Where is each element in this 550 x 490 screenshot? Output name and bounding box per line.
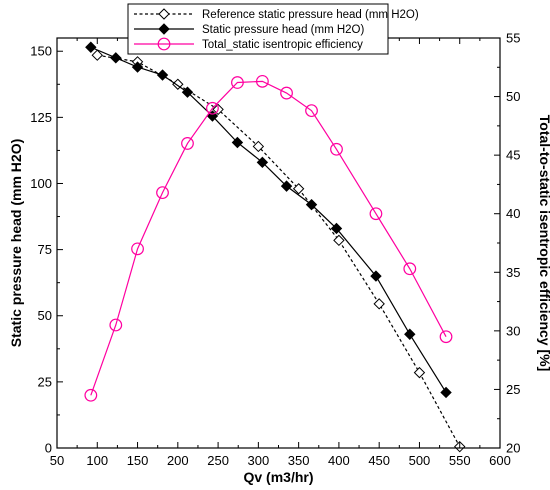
y-axis-title: Static pressure head (mm H2O)	[8, 139, 24, 348]
y-tick-label: 100	[30, 176, 52, 191]
y-tick-label: 0	[45, 441, 52, 456]
y2-axis-title: Total-to-static isentropic efficiency [%…	[537, 115, 550, 371]
series-3-point	[84, 388, 98, 402]
x-tick-label: 400	[328, 453, 350, 468]
series-3-point	[330, 142, 343, 156]
legend: Reference static pressure head (mm H2O) S…	[127, 3, 419, 55]
series-2-point	[256, 156, 269, 169]
series-3-point	[156, 186, 169, 200]
plot-background	[57, 38, 500, 448]
series-1-point	[333, 234, 345, 247]
series-1-point	[413, 366, 426, 379]
y2-tick-label: 25	[506, 382, 520, 397]
x-tick-label: 300	[248, 453, 270, 468]
series-3	[84, 74, 453, 402]
series-3-point	[369, 207, 383, 221]
series-2-point	[370, 270, 382, 282]
legend-box	[127, 3, 389, 55]
y-tick-label: 150	[30, 44, 52, 59]
series-2-point	[280, 180, 293, 192]
series-3-point	[181, 137, 194, 150]
series-1-point	[91, 49, 103, 61]
y2-tick-label: 35	[506, 265, 520, 280]
series-2-point	[110, 52, 122, 64]
legend-label-1: Reference static pressure head (mm H2O)	[202, 9, 419, 21]
series-1	[91, 49, 466, 453]
y2-tick-label: 40	[506, 206, 520, 221]
series-3-line	[90, 80, 447, 396]
series-3-point	[231, 76, 244, 89]
series-3-point	[255, 74, 269, 88]
y2-tick-label: 30	[506, 323, 520, 338]
y2-tick-label: 55	[506, 31, 520, 46]
y-tick-label: 75	[38, 242, 52, 257]
y2-tick-label: 20	[506, 441, 520, 456]
series-2-point	[181, 86, 194, 98]
y-tick-label: 125	[30, 110, 52, 125]
series-layer	[84, 41, 466, 453]
series-2-point	[404, 328, 416, 340]
series-2-point	[231, 136, 244, 149]
legend-marker-2	[158, 23, 170, 35]
series-3-point	[206, 101, 219, 115]
series-1-point	[252, 140, 265, 153]
x-tick-label: 350	[288, 453, 310, 468]
series-2-point	[131, 61, 144, 73]
y2-tick-label: 45	[506, 148, 520, 163]
x-tick-label: 450	[368, 453, 390, 468]
series-1-point	[292, 183, 305, 195]
series-3-point	[403, 262, 417, 276]
legend-label-2: Static pressure head (mm H2O)	[202, 24, 365, 36]
y-tick-label: 50	[38, 308, 52, 323]
x-tick-label: 500	[409, 453, 431, 468]
series-2	[85, 41, 452, 399]
x-tick-label: 50	[50, 453, 64, 468]
x-tick-label: 100	[86, 453, 108, 468]
legend-marker-1	[158, 8, 170, 20]
legend-marker-3	[157, 37, 171, 51]
legend-label-3: Total_static isentropic efficiency	[202, 39, 363, 51]
x-tick-label: 250	[207, 453, 229, 468]
x-tick-label: 150	[127, 453, 149, 468]
plot-area	[57, 38, 500, 448]
series-3-point	[439, 330, 453, 344]
series-3-point	[305, 104, 318, 118]
series-3-point	[280, 86, 293, 100]
series-2-point	[156, 69, 169, 81]
x-axis-title: Qv (m3/hr)	[243, 469, 313, 485]
series-3-point	[109, 318, 123, 332]
y2-tick-label: 50	[506, 89, 520, 104]
series-2-point	[330, 222, 343, 235]
series-2-point	[440, 386, 452, 399]
series-3-point	[131, 242, 144, 256]
y-tick-label: 25	[38, 374, 52, 389]
x-tick-label: 550	[449, 453, 471, 468]
series-1-point	[373, 298, 385, 310]
x-tick-label: 600	[489, 453, 511, 468]
series-2-point	[305, 198, 318, 211]
series-2-point	[85, 41, 97, 53]
x-tick-label: 200	[167, 453, 189, 468]
